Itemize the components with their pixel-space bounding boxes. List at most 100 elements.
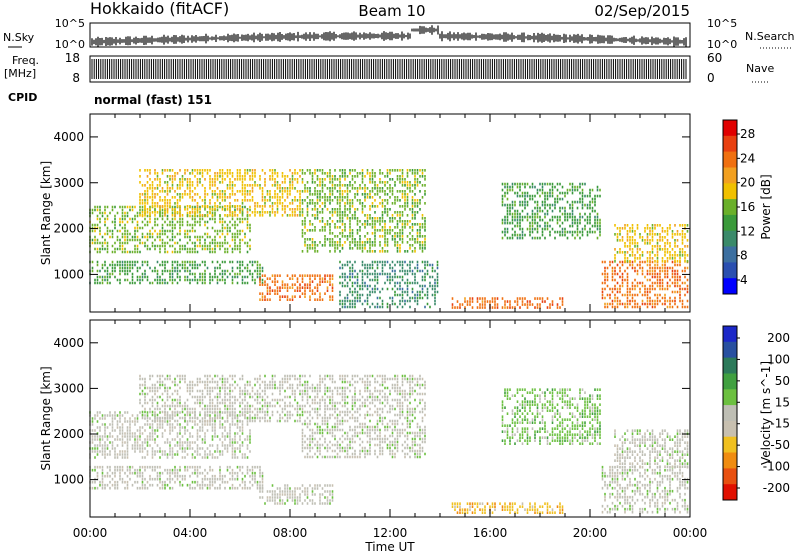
cpid-value: normal (fast) 151 bbox=[94, 93, 212, 107]
noise-marks bbox=[91, 25, 687, 47]
x-tick-label: 00:00 bbox=[673, 526, 708, 540]
colorbar-segment bbox=[723, 341, 737, 359]
colorbar-tick-label: 20 bbox=[740, 176, 755, 190]
colorbar-segment bbox=[723, 357, 737, 374]
data-region-8 bbox=[614, 429, 689, 468]
data-region-2 bbox=[139, 374, 301, 423]
noise-left-tick-high: 10^5 bbox=[55, 17, 85, 30]
y-tick-label: 4000 bbox=[53, 130, 84, 144]
heatmap-panel-velocity: 1000 2000 3000 4000 Slant Range [km] 200 100 50… bbox=[39, 319, 790, 518]
colorbar-power: 4 8 12 16 20 24 28 Power [dB] bbox=[722, 119, 773, 295]
colorbar-tick-label: 12 bbox=[740, 224, 755, 238]
date-title: 02/Sep/2015 bbox=[594, 2, 690, 20]
y-tick-label: 3000 bbox=[53, 381, 84, 395]
colorbar-segment bbox=[723, 452, 737, 469]
data-region-6 bbox=[501, 388, 601, 445]
data-region-0 bbox=[89, 465, 264, 490]
noise-series bbox=[91, 25, 687, 47]
data-region-5 bbox=[451, 502, 564, 514]
colorbar-segment bbox=[723, 135, 737, 153]
heatmap-panel-power: 1000 2000 3000 4000 Slant Range [km] 4 8 12 16 20… bbox=[39, 113, 773, 313]
colorbar-segment bbox=[723, 167, 737, 184]
noise-left-tick-low: 10^0 bbox=[55, 38, 85, 51]
noise-panel-frame bbox=[89, 22, 691, 48]
noise-right-label: N.Search bbox=[745, 30, 795, 43]
colorbar-tick-label: 200 bbox=[767, 331, 790, 345]
data-region-4 bbox=[301, 169, 426, 253]
cpid-label: CPID bbox=[8, 91, 37, 104]
data-region-6 bbox=[451, 297, 564, 309]
freq-label-2: [MHz] bbox=[4, 67, 36, 80]
colorbar-segment bbox=[723, 468, 737, 485]
data-region-5 bbox=[339, 260, 439, 309]
y-tick-label: 1000 bbox=[53, 267, 84, 281]
data-region-2 bbox=[139, 169, 301, 217]
colorbar-tick-label: -200 bbox=[763, 481, 790, 495]
x-tick-label: 16:00 bbox=[473, 526, 508, 540]
colorbar-segment bbox=[723, 120, 737, 137]
y-axis-label: Slant Range [km] bbox=[39, 161, 53, 265]
colorbar-tick-label: -100 bbox=[763, 460, 790, 474]
x-tick-label: 20:00 bbox=[573, 526, 608, 540]
colorbar-segment bbox=[723, 484, 737, 501]
colorbar-segment bbox=[723, 436, 737, 453]
colorbar-tick-label: 15 bbox=[775, 395, 790, 409]
freq-marks bbox=[91, 59, 687, 79]
freq-label-1: Freq. bbox=[12, 54, 39, 67]
data-region-7 bbox=[601, 465, 689, 514]
colorbar-segment bbox=[723, 262, 737, 279]
data-region-3 bbox=[259, 484, 334, 505]
colorbar-frame bbox=[722, 325, 738, 501]
freq-tick-low: 8 bbox=[72, 71, 80, 85]
heatmap-panels: 1000 2000 3000 4000 Slant Range [km] 4 8 12 16 20… bbox=[39, 113, 790, 554]
colorbar-segment bbox=[723, 151, 737, 168]
freq-series bbox=[91, 59, 687, 79]
colorbar-tick-label: 100 bbox=[767, 352, 790, 366]
colorbar-segment bbox=[723, 389, 737, 406]
colorbar-segment bbox=[723, 326, 737, 343]
y-tick-label: 2000 bbox=[53, 427, 84, 441]
y-tick-label: 3000 bbox=[53, 176, 84, 190]
data-region-1 bbox=[89, 205, 251, 254]
data-region-9 bbox=[614, 224, 689, 263]
noise-right-tick-low: 10^0 bbox=[707, 38, 737, 51]
colorbar-tick-label: 28 bbox=[740, 127, 755, 141]
data-region-4 bbox=[301, 374, 426, 459]
freq-panel-frame bbox=[89, 55, 691, 83]
x-tick-label: 12:00 bbox=[373, 526, 408, 540]
nave-tick-high: 60 bbox=[707, 51, 722, 65]
colorbar-segment bbox=[723, 373, 737, 390]
freq-tick-high: 18 bbox=[65, 51, 80, 65]
y-tick-label: 4000 bbox=[53, 336, 84, 350]
x-axis: 00:00 04:00 08:00 12:00 16:00 20:00 00:00 Time … bbox=[73, 526, 708, 554]
x-axis-label: Time UT bbox=[364, 540, 415, 554]
colorbar-tick-label: 24 bbox=[740, 151, 755, 165]
data-region-7 bbox=[501, 182, 601, 240]
colorbar-velocity: 200 100 50 15 -15 -50 -100 -200 Velocity [m s^-1… bbox=[722, 325, 790, 501]
site-title: Hokkaido (fitACF) bbox=[90, 0, 229, 18]
x-tick-label: 04:00 bbox=[173, 526, 208, 540]
colorbar-tick-label: 8 bbox=[740, 249, 748, 263]
colorbar-segment bbox=[723, 183, 737, 200]
colorbar-segment bbox=[723, 214, 737, 232]
colorbar-tick-label: 4 bbox=[740, 273, 748, 287]
data-region-8 bbox=[601, 260, 689, 309]
colorbar-segment bbox=[723, 278, 737, 295]
colorbar-segment bbox=[723, 420, 737, 438]
y-tick-label: 1000 bbox=[53, 473, 84, 487]
colorbar-tick-label: 50 bbox=[775, 374, 790, 388]
y-axis-label: Slant Range [km] bbox=[39, 366, 53, 470]
x-tick-label: 00:00 bbox=[73, 526, 108, 540]
nave-tick-low: 0 bbox=[707, 71, 715, 85]
colorbar-segment bbox=[723, 246, 737, 263]
colorbar-tick-label: 16 bbox=[740, 200, 755, 214]
data-region-0 bbox=[89, 260, 264, 285]
colorbar-segment bbox=[723, 230, 737, 247]
colorbar-segment bbox=[723, 405, 737, 422]
x-tick-label: 08:00 bbox=[273, 526, 308, 540]
y-tick-label: 2000 bbox=[53, 222, 84, 236]
beam-title: Beam 10 bbox=[358, 2, 425, 20]
noise-right-tick-high: 10^5 bbox=[707, 17, 737, 30]
colorbar-tick-label: -50 bbox=[770, 438, 790, 452]
